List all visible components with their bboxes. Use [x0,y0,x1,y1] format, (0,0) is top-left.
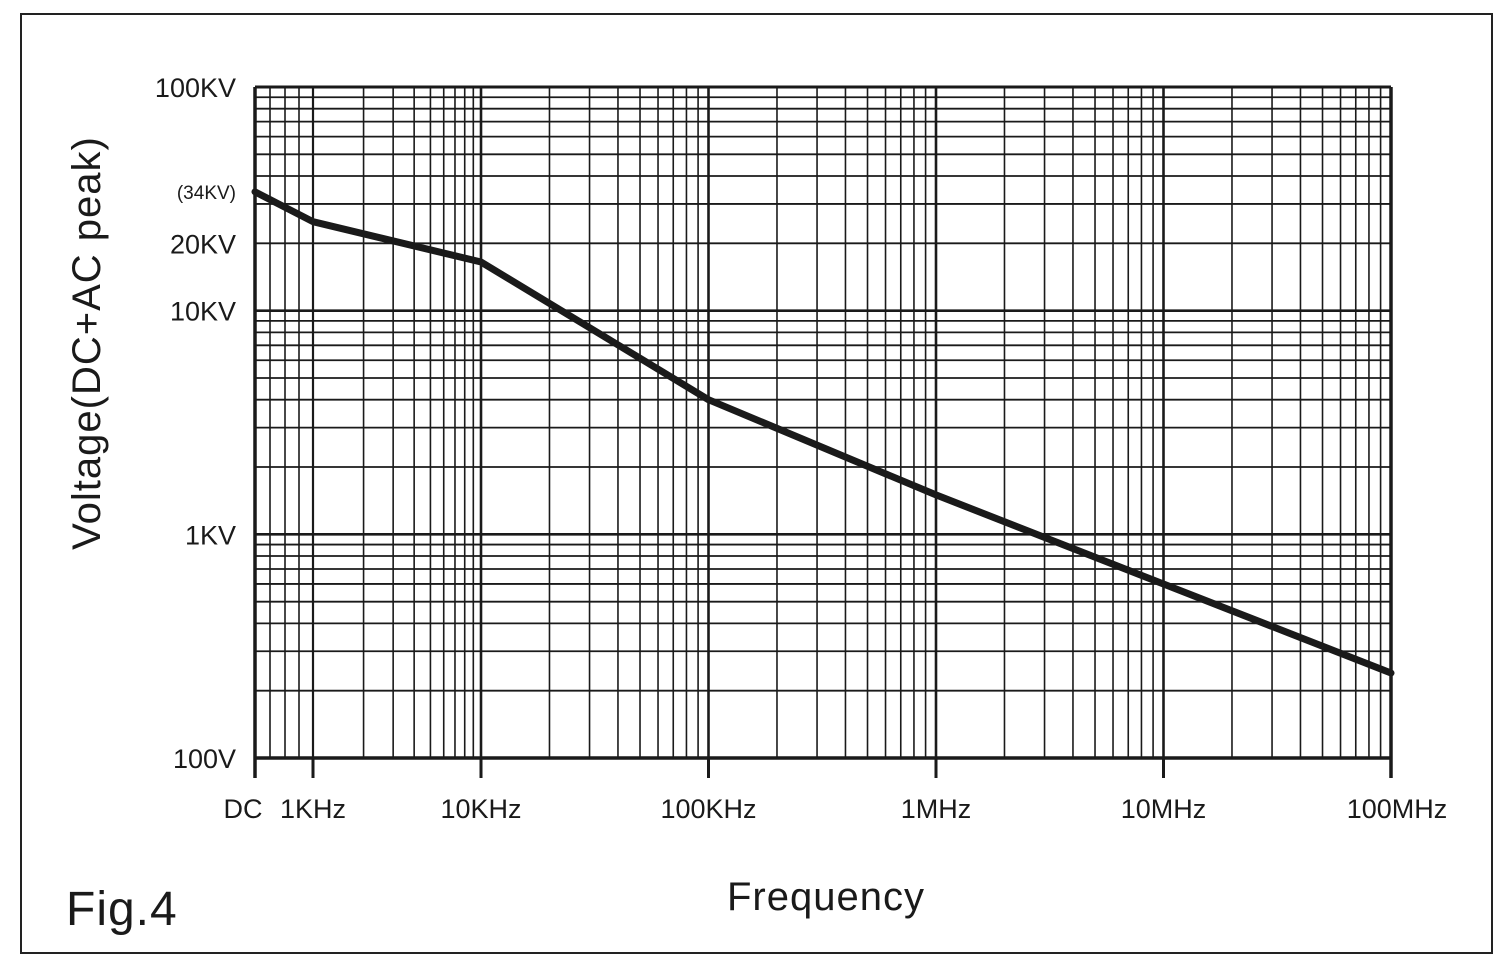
x-tick-label: 1KHz [280,794,346,824]
x-axis-title: Frequency [727,875,925,919]
y-tick-label: (34KV) [177,183,236,204]
x-tick-labels: DC 1KHz 10KHz 100KHz 1MHz 10MHz 100MHz [224,794,1448,824]
x-tick-label: 10KHz [440,794,521,824]
x-tick-label: 100KHz [660,794,756,824]
y-tick-labels: 100V 1KV 10KV 20KV (34KV) 100KV [155,73,236,774]
x-tick-label: 10MHz [1121,794,1207,824]
y-tick-label: 100V [173,744,236,774]
figure-frame [20,13,1493,954]
y-tick-label: 20KV [170,229,236,259]
y-tick-label: 1KV [185,520,236,550]
x-tick-label: 1MHz [901,794,972,824]
chart-series [251,188,1395,677]
y-axis-title: Voltage(DC+AC peak) [65,136,109,550]
y-tick-label: 10KV [170,297,236,327]
x-tick-label: DC [224,794,263,824]
voltage-derating-line [251,188,1395,677]
x-tick-label: 100MHz [1347,794,1448,824]
y-tick-label: 100KV [155,73,236,103]
chart-grid [253,85,1393,778]
figure-label: Fig.4 [66,883,178,936]
